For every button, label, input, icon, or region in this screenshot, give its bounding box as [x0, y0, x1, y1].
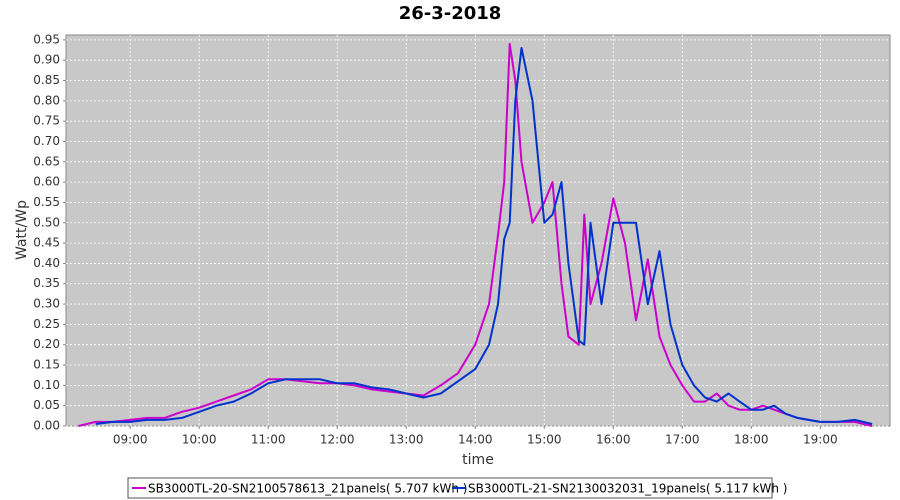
legend-label: SB3000TL-21-SN2130032031_19panels( 5.117… — [468, 482, 787, 496]
y-tick-label: 0.75 — [33, 114, 60, 128]
y-tick-label: 0.45 — [33, 236, 60, 250]
y-tick-label: 0.70 — [33, 134, 60, 148]
x-tick-label: 13:00 — [389, 433, 424, 447]
y-tick-label: 0.00 — [33, 419, 60, 433]
x-tick-label: 09:00 — [113, 433, 148, 447]
x-tick-label: 15:00 — [527, 433, 562, 447]
chart-title: 26-3-2018 — [399, 3, 502, 24]
x-tick-label: 17:00 — [665, 433, 700, 447]
y-tick-label: 0.25 — [33, 317, 60, 331]
x-axis-label: time — [462, 452, 494, 468]
legend-label: SB3000TL-20-SN2100578613_21panels( 5.707… — [148, 482, 467, 496]
y-tick-label: 0.10 — [33, 378, 60, 392]
x-tick-label: 11:00 — [251, 433, 286, 447]
plot-area — [65, 34, 891, 427]
y-tick-label: 0.80 — [33, 93, 60, 107]
legend — [127, 477, 773, 499]
y-tick-label: 0.30 — [33, 297, 60, 311]
y-tick-label: 0.55 — [33, 195, 60, 209]
y-tick-label: 0.85 — [33, 73, 60, 87]
y-axis-label: Watt/Wp — [14, 200, 30, 260]
y-tick-label: 0.90 — [33, 53, 60, 67]
x-tick-label: 14:00 — [458, 433, 493, 447]
x-tick-label: 10:00 — [182, 433, 217, 447]
x-tick-label: 18:00 — [734, 433, 769, 447]
y-tick-label: 0.20 — [33, 337, 60, 351]
x-tick-label: 19:00 — [803, 433, 838, 447]
series-line — [95, 47, 873, 425]
y-tick-label: 0.40 — [33, 256, 60, 270]
y-tick-label: 0.50 — [33, 215, 60, 229]
y-tick-label: 0.95 — [33, 32, 60, 46]
series-line — [78, 42, 873, 427]
x-tick-label: 16:00 — [596, 433, 631, 447]
y-tick-label: 0.60 — [33, 175, 60, 189]
y-tick-label: 0.15 — [33, 358, 60, 372]
y-tick-label: 0.65 — [33, 154, 60, 168]
y-tick-label: 0.05 — [33, 398, 60, 412]
x-tick-label: 12:00 — [320, 433, 355, 447]
y-tick-label: 0.35 — [33, 276, 60, 290]
